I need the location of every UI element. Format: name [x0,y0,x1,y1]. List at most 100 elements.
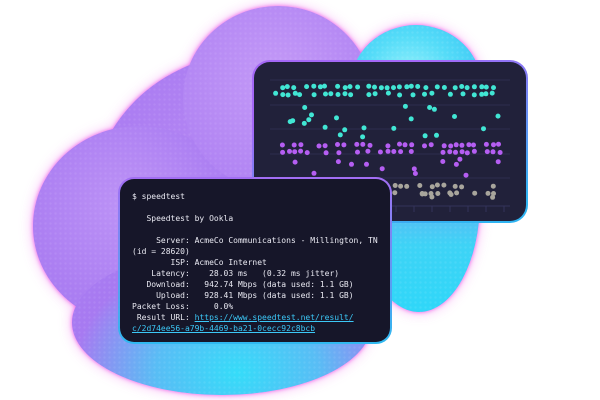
dot-band-cyan [366,92,372,98]
dot-band-cyan [429,90,435,96]
dot-band-cyan [408,83,414,89]
dot-band-purple [453,142,459,148]
dot-band-cyan [301,120,307,126]
dot-band-purple [385,148,391,154]
dot-band-cyan [404,84,410,90]
dot-band-cyan [355,84,361,90]
dot-band-gray [417,183,423,188]
dot-band-purple [385,143,391,149]
dot-band-cyan [309,112,314,118]
dot-band-gray [490,194,496,200]
terminal-window: $ speedtest Speedtest by Ookla Server: A… [118,177,392,344]
dot-band-cyan [280,92,286,98]
dot-band-purple [471,148,477,154]
dot-band-cyan [434,132,439,138]
dot-band-gray [404,183,410,189]
dot-band-cyan [291,85,297,91]
dot-band-gray [472,190,478,196]
terminal-text: (id = 28620) [132,247,190,256]
dot-band-purple [463,172,469,178]
dot-band-purple [391,149,397,154]
dot-band-purple [364,161,369,167]
dot-band-cyan [391,125,397,131]
dot-band-purple [491,142,496,148]
dot-band-purple [335,159,341,165]
dot-band-purple [459,142,465,148]
dot-band-purple [377,149,383,155]
dot-band-purple [453,161,459,167]
dot-band-purple [428,142,434,148]
dot-band-gray [441,182,447,188]
dot-band-purple [336,150,342,156]
dot-band-cyan [337,132,343,138]
dot-band-gray [459,184,465,190]
dot-band-cyan [273,90,279,96]
dot-band-purple [397,141,402,147]
dot-band-cyan [408,116,414,122]
dot-band-cyan [372,84,377,90]
dot-band-cyan [306,117,312,123]
terminal-text: Packet Loss: 0.0% [132,302,234,311]
dot-band-cyan [335,92,341,97]
dot-band-cyan [471,84,477,90]
dot-band-purple [311,170,317,176]
dot-band-cyan [471,92,477,98]
dot-band-cyan [460,91,466,97]
dot-band-cyan [328,91,334,97]
dot-band-cyan [415,84,421,89]
dot-band-cyan [495,113,501,119]
dot-band-gray [452,183,458,189]
dot-band-gray [485,190,491,196]
dot-band-cyan [396,84,402,90]
dot-band-cyan [431,106,437,112]
dot-band-purple [292,149,298,155]
dot-band-cyan [489,90,495,96]
terminal-line: c/2d74ee56-a79b-4469-ba21-0cecc92c8bcb [132,323,378,334]
dot-band-cyan [317,84,323,90]
dot-band-purple [441,143,447,149]
terminal-line: Upload: 928.41 Mbps (data used: 1.1 GB) [132,290,378,301]
terminal-line: Latency: 28.03 ms (0.32 ms jitter) [132,268,378,279]
dot-band-cyan [322,124,328,130]
dot-band-purple [316,143,322,149]
terminal-line: $ speedtest [132,191,378,202]
dot-band-cyan [491,85,496,91]
terminal-line [132,202,378,213]
dot-band-purple [440,149,446,155]
dot-band-cyan [323,91,328,97]
result-url-link[interactable]: c/2d74ee56-a79b-4469-ba21-0cecc92c8bcb [132,324,316,333]
dot-band-purple [298,148,304,154]
dot-band-gray [392,190,398,196]
dot-band-cyan [284,84,290,90]
dot-band-cyan [464,85,470,91]
terminal-text: $ speedtest [132,192,185,201]
dot-band-cyan [304,84,310,90]
dot-band-purple [291,142,297,148]
dot-band-gray [429,194,435,200]
dot-band-cyan [397,92,403,98]
dot-band-purple [365,148,371,154]
dot-band-cyan [452,85,458,91]
dot-band-cyan [335,83,341,89]
dot-band-gray [398,183,404,189]
dot-band-purple [412,171,418,176]
dot-band-purple [304,150,310,156]
dot-band-purple [298,142,304,148]
terminal-line: Packet Loss: 0.0% [132,301,378,312]
result-url-link[interactable]: https://www.speedtest.net/result/ [194,313,354,322]
dot-band-cyan [342,91,348,97]
dot-band-gray [435,191,441,196]
dot-band-cyan [378,85,384,91]
dot-band-cyan [483,91,489,97]
dot-band-purple [453,149,458,155]
dot-band-cyan [348,92,354,98]
dot-band-purple [360,141,366,147]
dot-band-purple [335,142,340,147]
dot-band-cyan [452,114,457,119]
dot-band-cyan [447,91,453,97]
dot-band-purple [495,159,501,165]
dot-band-cyan [297,92,303,98]
dot-band-cyan [481,126,486,132]
terminal-line: Speedtest by Ookla [132,213,378,224]
